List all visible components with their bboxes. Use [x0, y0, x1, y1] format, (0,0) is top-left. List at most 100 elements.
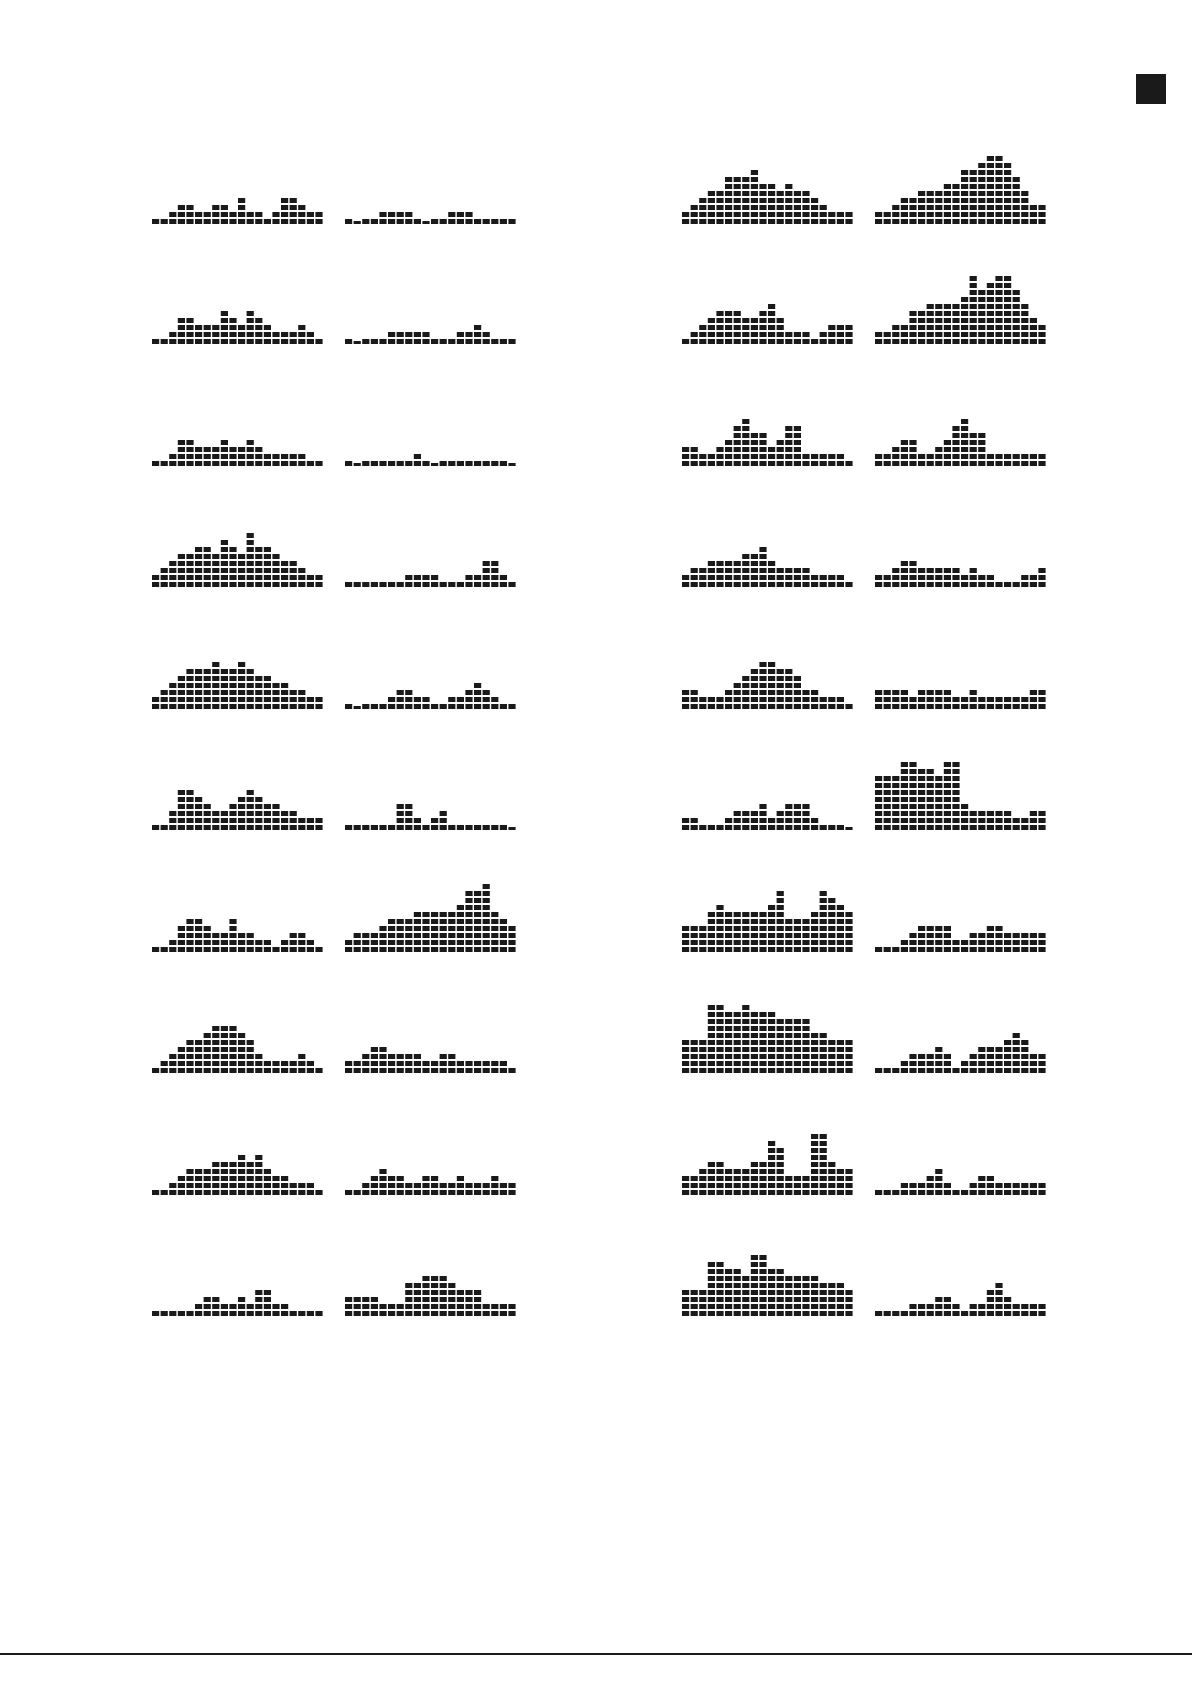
block: [212, 325, 220, 330]
bar-r7a-10: [768, 905, 776, 952]
block: [802, 1047, 810, 1052]
block: [203, 933, 211, 938]
block: [491, 947, 499, 952]
bar-r5a-6: [733, 683, 741, 709]
block: [707, 1061, 715, 1066]
block: [811, 818, 819, 823]
block: [819, 1183, 827, 1188]
bar-l10a-2: [169, 1311, 177, 1316]
block: [935, 454, 943, 459]
block: [456, 582, 464, 587]
block: [978, 304, 986, 309]
block: [396, 940, 404, 945]
block: [1012, 205, 1020, 210]
block: [169, 697, 177, 702]
block: [969, 304, 977, 309]
block: [943, 304, 951, 309]
block: [246, 940, 254, 945]
block: [768, 940, 776, 945]
block: [918, 783, 926, 788]
bar-l4a-18: [306, 575, 314, 587]
block: [802, 1311, 810, 1316]
block: [465, 1183, 473, 1188]
block: [1021, 1304, 1029, 1309]
bar-l7b-4: [379, 926, 387, 952]
bar-r10a-13: [793, 1276, 801, 1316]
bar-l1a-2: [169, 212, 177, 224]
block: [422, 1068, 430, 1073]
block: [255, 1061, 263, 1066]
block: [986, 318, 994, 323]
block: [742, 811, 750, 816]
block: [892, 212, 900, 217]
block: [918, 318, 926, 323]
block: [281, 697, 289, 702]
block: [875, 804, 883, 809]
block: [811, 1183, 819, 1188]
bar-l10a-11: [246, 1304, 254, 1316]
block: [785, 1183, 793, 1188]
block: [362, 1054, 370, 1059]
bar-r8a-7: [742, 1005, 750, 1073]
block: [750, 1047, 758, 1052]
block: [413, 461, 421, 466]
block: [935, 790, 943, 795]
block: [900, 447, 908, 452]
bar-r1a-9: [759, 184, 767, 224]
block: [811, 704, 819, 709]
block: [995, 1290, 1003, 1295]
bar-r1b-17: [1021, 191, 1029, 224]
block: [220, 547, 228, 552]
block: [238, 568, 246, 573]
bar-r8a-19: [845, 1040, 853, 1073]
block: [978, 212, 986, 217]
bar-l9b-5: [388, 1176, 396, 1195]
block: [263, 1190, 271, 1195]
block: [238, 669, 246, 674]
block: [918, 332, 926, 337]
block: [828, 1283, 836, 1288]
block: [246, 318, 254, 323]
bar-l3b-10: [431, 463, 439, 466]
block: [1012, 325, 1020, 330]
bar-r5b-6: [926, 690, 934, 709]
block: [177, 212, 185, 217]
block: [733, 1061, 741, 1066]
block: [768, 1290, 776, 1295]
block: [379, 1054, 387, 1059]
block: [725, 1061, 733, 1066]
block: [491, 568, 499, 573]
block: [926, 198, 934, 203]
block: [491, 582, 499, 587]
block: [177, 454, 185, 459]
bar-r4b-19: [1038, 568, 1046, 587]
block: [785, 184, 793, 189]
block: [682, 1176, 690, 1181]
block: [448, 1190, 456, 1195]
block: [362, 461, 370, 466]
block: [160, 1061, 168, 1066]
block: [768, 1040, 776, 1045]
block: [943, 697, 951, 702]
block: [229, 825, 237, 830]
bar-l10b-12: [448, 1283, 456, 1316]
bar-l7a-18: [306, 940, 314, 952]
block: [811, 1311, 819, 1316]
bar-l4b-15: [474, 575, 482, 587]
block: [220, 1026, 228, 1031]
block: [802, 1183, 810, 1188]
bar-r3a-5: [725, 440, 733, 466]
bar-l6a-9: [229, 804, 237, 830]
block: [1012, 933, 1020, 938]
block: [431, 704, 439, 709]
block: [1004, 1047, 1012, 1052]
bar-l1b-9: [422, 221, 430, 224]
block: [169, 575, 177, 580]
block: [220, 454, 228, 459]
block: [750, 318, 758, 323]
block: [802, 582, 810, 587]
block: [482, 884, 490, 889]
block: [238, 198, 246, 203]
block: [811, 1290, 819, 1295]
bar-l4b-3: [370, 582, 378, 587]
